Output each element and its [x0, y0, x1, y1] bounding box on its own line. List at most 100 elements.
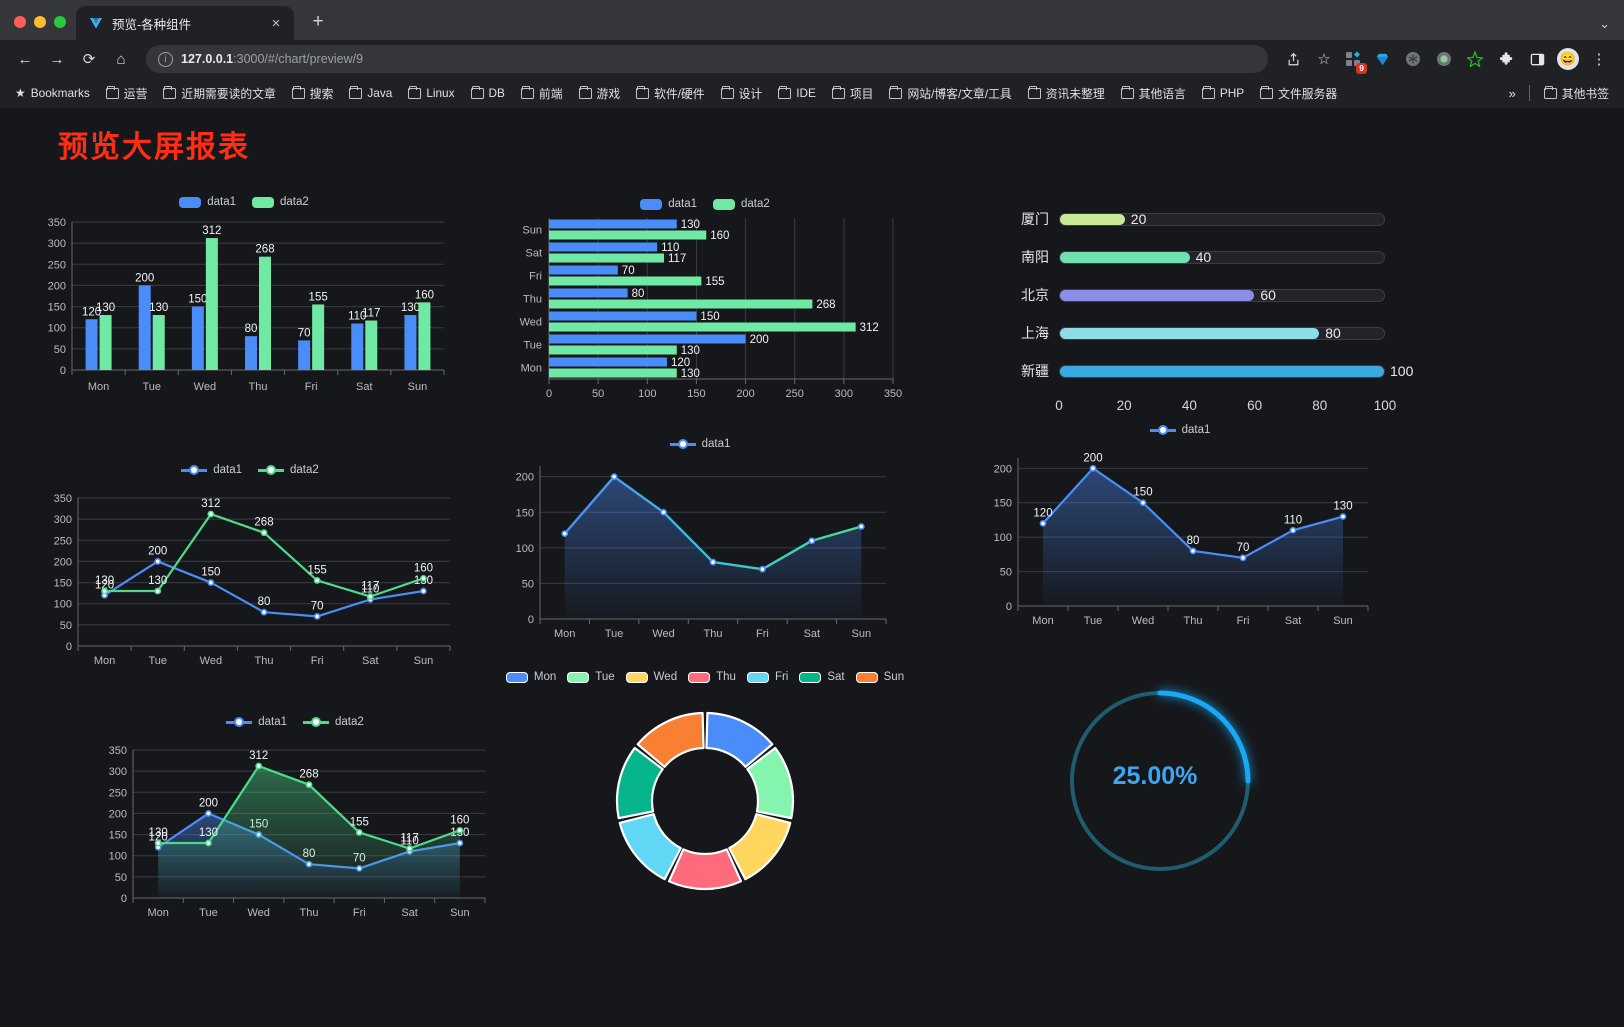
site-info-icon[interactable]: i	[158, 51, 173, 67]
share-icon[interactable]	[1278, 44, 1308, 74]
progress-fill	[1060, 327, 1320, 339]
bookmark-item[interactable]: IDE	[771, 83, 823, 103]
legend-swatch	[713, 198, 735, 210]
bookmark-item[interactable]: 设计	[714, 82, 770, 105]
maximize-window-button[interactable]	[54, 16, 66, 28]
bookmark-item[interactable]: DB	[464, 83, 512, 103]
legend-item-data1[interactable]: data1	[179, 196, 236, 208]
bookmark-item[interactable]: 前端	[514, 82, 570, 105]
bookmark-label: Linux	[426, 86, 455, 100]
tab-strip: 预览-各种组件 × + ⌄	[0, 0, 1624, 40]
bookmark-item[interactable]: 资讯未整理	[1021, 82, 1112, 105]
svg-text:155: 155	[350, 816, 369, 828]
forward-icon[interactable]: →	[49, 50, 65, 68]
svg-text:Wed: Wed	[1132, 615, 1154, 627]
toolbar-actions: ☆ 9 😄 ⋮	[1278, 44, 1614, 74]
svg-text:Thu: Thu	[1184, 615, 1203, 627]
legend-item-data1[interactable]: data1	[640, 198, 697, 210]
bookmark-label: 文件服务器	[1278, 86, 1338, 101]
bookmark-item[interactable]: 文件服务器	[1253, 82, 1344, 105]
close-window-button[interactable]	[14, 16, 26, 28]
green-circle-icon[interactable]	[1429, 44, 1459, 74]
svg-text:300: 300	[54, 514, 72, 526]
avatar-emoji: 😄	[1557, 48, 1579, 70]
legend-swatch	[252, 196, 274, 208]
extensions-grid-icon[interactable]: 9	[1340, 46, 1367, 74]
bookmark-star-icon[interactable]: ☆	[1317, 51, 1331, 68]
legend-item-fri[interactable]: Fri	[746, 671, 788, 683]
legend-item-tue[interactable]: Tue	[567, 671, 615, 683]
svg-text:350: 350	[109, 745, 127, 757]
legend-item-data1[interactable]: data1	[669, 438, 730, 450]
home-icon[interactable]: ⌂	[116, 50, 126, 68]
progress-value: 100	[1390, 363, 1414, 379]
puzzle-icon[interactable]	[1491, 44, 1521, 74]
back-icon[interactable]: ←	[17, 50, 33, 68]
axis-tick: 100	[1373, 398, 1397, 413]
bookmark-label: 前端	[538, 86, 563, 101]
folder-icon	[831, 85, 845, 99]
legend-item-mon[interactable]: Mon	[505, 671, 556, 683]
svg-text:Sun: Sun	[408, 381, 428, 393]
svg-text:70: 70	[311, 600, 324, 612]
bookmark-item[interactable]: 游戏	[572, 82, 628, 105]
sidepanel-icon[interactable]	[1522, 44, 1552, 74]
svg-text:Fri: Fri	[529, 271, 542, 283]
svg-text:117: 117	[361, 581, 379, 593]
avatar[interactable]: 😄	[1553, 44, 1583, 74]
address-bar[interactable]: i 127.0.0.1:3000/#/chart/preview/9	[146, 45, 1268, 73]
bookmark-item[interactable]: 项目	[825, 82, 881, 105]
browser-menu-icon[interactable]: ⋮	[1591, 51, 1607, 68]
bookmark-item[interactable]: 软件/硬件	[629, 82, 711, 105]
legend-item-thu[interactable]: Thu	[688, 671, 736, 683]
gauge-value-label: 25.00%	[1112, 761, 1198, 790]
legend-item-data1[interactable]: data1	[226, 716, 287, 728]
new-tab-button[interactable]: +	[312, 11, 324, 32]
svg-text:Wed: Wed	[200, 655, 222, 667]
legend-item-data1[interactable]: data1	[181, 464, 242, 476]
bookmark-other[interactable]: 其他书签	[1537, 82, 1616, 105]
legend-item-data2[interactable]: data2	[258, 464, 319, 476]
bookmark-item[interactable]: 其他语言	[1114, 82, 1193, 105]
legend-item-data2[interactable]: data2	[303, 716, 364, 728]
svg-text:160: 160	[450, 814, 469, 826]
bookmark-item[interactable]: ★ Bookmarks	[8, 83, 97, 103]
svg-text:268: 268	[254, 517, 273, 529]
svg-text:150: 150	[188, 294, 207, 306]
legend-item-sun[interactable]: Sun	[855, 671, 904, 683]
legend-item-data1[interactable]: data1	[1149, 424, 1210, 436]
close-icon[interactable]: ×	[271, 14, 281, 32]
gear-circle-icon[interactable]	[1398, 44, 1428, 74]
diamond-icon[interactable]	[1367, 44, 1397, 74]
bookmark-item[interactable]: PHP	[1195, 83, 1251, 103]
legend-item-sat[interactable]: Sat	[799, 671, 845, 683]
page-title: 预览大屏报表	[58, 131, 250, 164]
donut-plot	[615, 711, 795, 891]
bookmark-item[interactable]: 近期需要读的文章	[156, 82, 282, 105]
svg-text:200: 200	[48, 280, 66, 292]
svg-text:Tue: Tue	[142, 381, 161, 393]
bookmark-label: 项目	[849, 86, 874, 101]
window-traffic-lights[interactable]	[10, 16, 76, 40]
svg-text:Tue: Tue	[523, 340, 542, 352]
bookmark-item[interactable]: 运营	[99, 82, 155, 105]
reload-icon[interactable]: ⟳	[82, 51, 96, 68]
browser-tab[interactable]: 预览-各种组件 ×	[76, 6, 294, 40]
folder-icon	[578, 85, 592, 99]
bookmark-item[interactable]: Java	[342, 83, 399, 103]
url-text: 127.0.0.1:3000/#/chart/preview/9	[181, 52, 363, 66]
bookmarks-overflow-button[interactable]: »	[1508, 85, 1516, 101]
minimize-window-button[interactable]	[34, 16, 46, 28]
bookmark-item[interactable]: Linux	[401, 83, 461, 103]
svg-text:200: 200	[736, 388, 754, 400]
legend-item-wed[interactable]: Wed	[625, 671, 677, 683]
chevron-down-icon[interactable]: ⌄	[1599, 16, 1610, 31]
star-green-icon[interactable]	[1460, 44, 1490, 74]
svg-text:312: 312	[201, 498, 220, 510]
legend-item-data2[interactable]: data2	[713, 198, 770, 210]
legend-vertical-bar: data1 data2	[34, 196, 454, 208]
svg-text:70: 70	[1237, 542, 1250, 554]
bookmark-item[interactable]: 搜索	[285, 82, 341, 105]
bookmark-item[interactable]: 网站/博客/文章/工具	[882, 82, 1018, 105]
legend-item-data2[interactable]: data2	[252, 196, 309, 208]
